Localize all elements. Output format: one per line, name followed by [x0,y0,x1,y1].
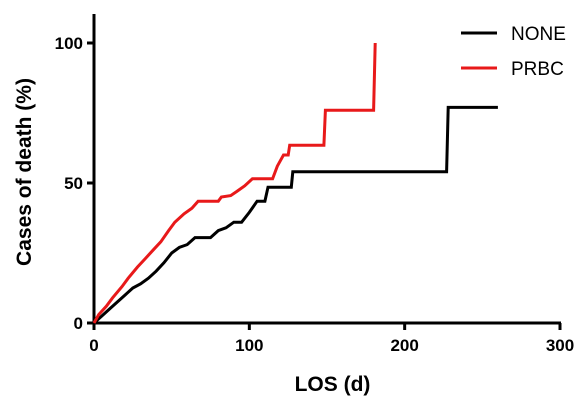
y-tick-label-0: 0 [74,314,83,333]
series-line-prbc [92,42,377,324]
y-tick-label-100: 100 [55,34,83,53]
series-line-none [92,105,498,325]
x-axis-title: LOS (d) [295,373,371,396]
x-tick-label-200: 200 [390,336,418,355]
y-axis-title: Cases of death (%) [13,78,36,266]
legend-label-prbc: PRBC [511,59,564,80]
x-tick-label-0: 0 [89,336,98,355]
y-tick-label-50: 50 [64,174,83,193]
legend-label-none: NONE [511,24,566,45]
x-tick-label-100: 100 [235,336,263,355]
x-tick-label-300: 300 [546,336,574,355]
